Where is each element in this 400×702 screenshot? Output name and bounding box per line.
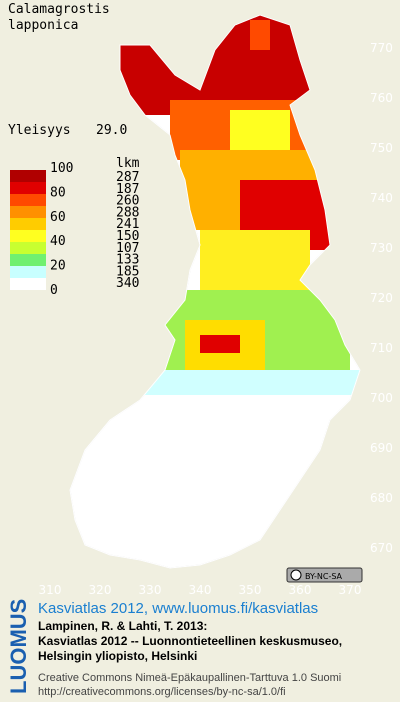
y-tick-label: 680 [370, 491, 393, 505]
legend-scale: 20 [50, 259, 66, 274]
y-tick-label: 670 [370, 541, 393, 555]
footer-link[interactable]: Kasviatlas 2012, www.luomus.fi/kasviatla… [38, 600, 318, 617]
legend-count: 107 [116, 241, 139, 256]
x-tick-label: 360 [289, 583, 312, 597]
map [69, 14, 361, 569]
x-tick-label: 350 [239, 583, 262, 597]
legend-scale: 100 [50, 161, 73, 176]
frequency-label: Yleisyys [8, 123, 71, 138]
legend-swatch [10, 194, 46, 206]
legend-count: 187 [116, 182, 139, 197]
legend-count: 241 [116, 217, 139, 232]
y-tick-label: 730 [370, 241, 393, 255]
x-tick-label: 320 [89, 583, 112, 597]
legend-count: 185 [116, 264, 139, 279]
legend-swatch [10, 266, 46, 278]
y-tick-label: 690 [370, 441, 393, 455]
legend-swatch [10, 218, 46, 230]
legend-swatch [10, 254, 46, 266]
legend-count: 133 [116, 253, 139, 268]
title: Calamagrostis [8, 2, 110, 17]
legend-count: 287 [116, 170, 139, 185]
license-badge: BY-NC-SA [286, 567, 363, 583]
y-tick-label: 710 [370, 341, 393, 355]
legend-count: 340 [116, 276, 139, 291]
x-tick-label: 340 [189, 583, 212, 597]
legend-swatch [10, 278, 46, 290]
citation: Kasviatlas 2012 -- Luonnontieteellinen k… [38, 634, 342, 648]
license: Creative Commons Nimeä-Epäkaupallinen-Ta… [38, 672, 341, 684]
y-tick-label: 770 [370, 41, 393, 55]
citation: Helsingin yliopisto, Helsinki [38, 649, 197, 663]
legend-count: 260 [116, 194, 139, 209]
legend-scale: 40 [50, 234, 66, 249]
legend-count: 288 [116, 205, 139, 220]
legend-scale: 0 [50, 283, 58, 298]
legend-swatch [10, 242, 46, 254]
y-tick-label: 700 [370, 391, 393, 405]
x-tick-label: 330 [139, 583, 162, 597]
axes: 770 760 750 740 730 720 710 700 690 680 670 310 320 3… [39, 41, 393, 597]
y-tick-label: 750 [370, 141, 393, 155]
title: lapponica [8, 18, 78, 33]
y-tick-label: 760 [370, 91, 393, 105]
legend-scale: 60 [50, 210, 66, 225]
legend-swatch [10, 230, 46, 242]
citation: Lampinen, R. & Lahti, T. 2013: [38, 619, 207, 633]
frequency-value: 29.0 [96, 123, 127, 138]
y-tick-label: 720 [370, 291, 393, 305]
legend-unit: lkm [116, 156, 140, 171]
legend-swatch [10, 206, 46, 218]
legend-swatch [10, 170, 46, 182]
y-tick-label: 740 [370, 191, 393, 205]
x-tick-label: 370 [339, 583, 362, 597]
logo: LUOMUS [6, 599, 31, 694]
license[interactable]: http://creativecommons.org/licenses/by-n… [38, 686, 286, 698]
legend-swatch [10, 182, 46, 194]
legend-count: 150 [116, 229, 139, 244]
legend-scale: 80 [50, 185, 66, 200]
badge-text: BY-NC-SA [305, 572, 343, 581]
x-tick-label: 310 [39, 583, 62, 597]
